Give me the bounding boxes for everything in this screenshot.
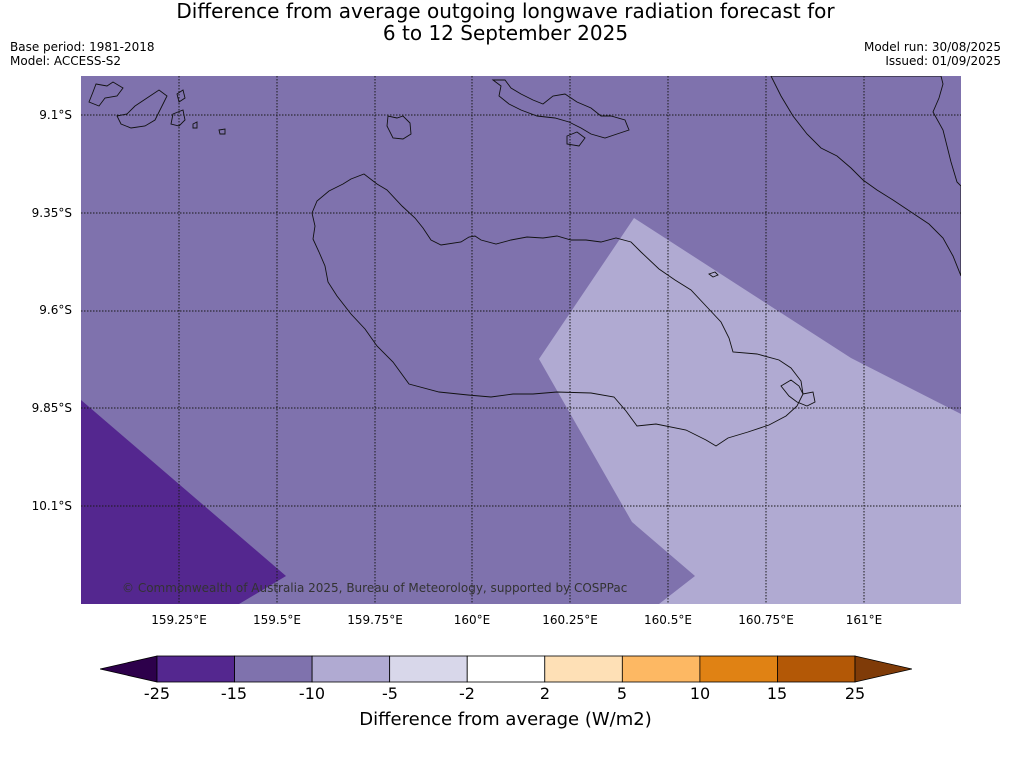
anomaly-region-minus25-to-minus15 bbox=[81, 400, 286, 604]
lon-label-160: 160°E bbox=[453, 613, 491, 627]
colorbar-segment bbox=[311, 655, 391, 683]
lon-label-160-25: 160.25°E bbox=[542, 613, 598, 627]
colorbar-tick-label: 25 bbox=[844, 684, 866, 703]
colorbar-segment bbox=[544, 655, 623, 683]
lon-label-161: 161°E bbox=[845, 613, 883, 627]
lon-label-160-5: 160.5°E bbox=[644, 613, 692, 627]
colorbar-tick-label: -2 bbox=[459, 684, 475, 703]
model-run: Model run: 30/08/2025 bbox=[863, 40, 1001, 54]
lat-label-9-1: 9.1°S bbox=[39, 108, 72, 122]
lat-label-9-85: 9.85°S bbox=[31, 401, 72, 415]
colorbar-tick-label: 2 bbox=[539, 684, 551, 703]
lon-label-160-75: 160.75°E bbox=[738, 613, 794, 627]
colorbar-title: Difference from average (W/m2) bbox=[359, 709, 652, 730]
colorbar-tick-label: 5 bbox=[616, 684, 628, 703]
colorbar-tick-label: 15 bbox=[766, 684, 788, 703]
lon-label-159-25: 159.25°E bbox=[151, 613, 207, 627]
base-period: Base period: 1981-2018 bbox=[10, 40, 155, 54]
coastlines bbox=[88, 76, 961, 447]
colorbar-segment bbox=[777, 655, 856, 683]
anomaly-region-minus10-to-minus5 bbox=[539, 218, 961, 604]
colorbar-segment bbox=[389, 655, 468, 683]
copyright-text: © Commonwealth of Australia 2025, Bureau… bbox=[122, 581, 627, 595]
colorbar-tick-label: 10 bbox=[689, 684, 711, 703]
meta-left: Base period: 1981-2018 Model: ACCESS-S2 bbox=[10, 40, 155, 68]
title-line-2: 6 to 12 September 2025 bbox=[382, 21, 629, 45]
lon-label-159-75: 159.75°E bbox=[347, 613, 403, 627]
title-line-1: Difference from average outgoing longwav… bbox=[176, 0, 835, 23]
colorbar-segment bbox=[621, 655, 701, 683]
lat-label-9-6: 9.6°S bbox=[39, 303, 72, 317]
issued-date: Issued: 01/09/2025 bbox=[885, 54, 1001, 68]
colorbar-under-arrow bbox=[100, 655, 158, 683]
colorbar-tick-label: -25 bbox=[143, 684, 171, 703]
graticule bbox=[81, 76, 961, 604]
colorbar-over-arrow bbox=[854, 655, 912, 683]
colorbar-segment bbox=[699, 655, 778, 683]
map-title: Difference from average outgoing longwav… bbox=[0, 0, 1011, 44]
colorbar-segment bbox=[156, 655, 235, 683]
colorbar-segment bbox=[466, 655, 546, 683]
colorbar-segment bbox=[234, 655, 313, 683]
forecast-map: © Commonwealth of Australia 2025, Bureau… bbox=[81, 76, 961, 604]
lat-label-10-1: 10.1°S bbox=[31, 499, 72, 513]
colorbar-tick-label: -10 bbox=[298, 684, 326, 703]
lat-label-9-35: 9.35°S bbox=[31, 206, 72, 220]
colorbar-tick-label: -15 bbox=[220, 684, 248, 703]
lon-label-159-5: 159.5°E bbox=[253, 613, 301, 627]
colorbar-tick-label: -5 bbox=[382, 684, 398, 703]
model-name: Model: ACCESS-S2 bbox=[10, 54, 122, 68]
meta-right: Model run: 30/08/2025 Issued: 01/09/2025 bbox=[864, 40, 1001, 68]
colorbar bbox=[100, 655, 912, 683]
